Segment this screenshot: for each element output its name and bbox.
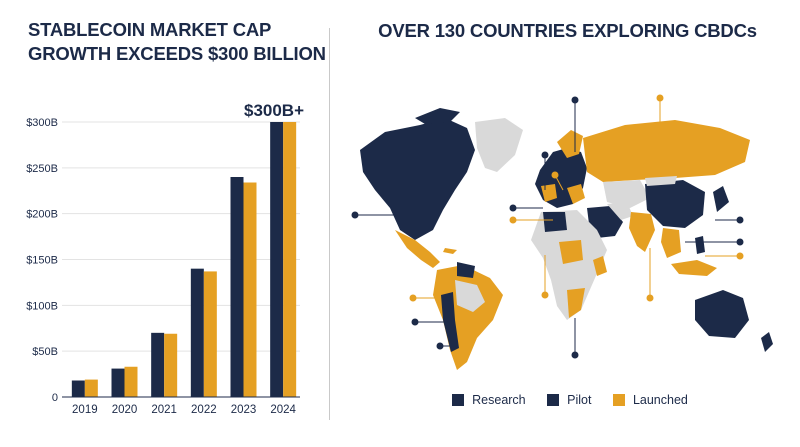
map-indonesia [671,260,717,276]
legend-swatch-pilot [547,394,560,406]
map-new-zealand [761,332,773,352]
bar-2024-series1 [270,122,284,397]
map-bolivia-region [455,280,485,312]
map-callouts [351,96,744,359]
map-china [645,180,705,228]
bar-2020-series2 [124,366,138,397]
bar-2022-series1 [190,268,204,397]
legend-item-research: Research [452,393,526,407]
map-iran [607,202,633,220]
legend-label-pilot: Pilot [567,393,592,407]
legend-label-research: Research [472,393,526,407]
map-scandinavia [557,130,583,158]
map-philippines [695,236,705,254]
stablecoin-bar-chart: 0$50B$100B$150B$200B$250B$300B 2019 2020 2… [26,101,304,416]
map-colombia [457,262,475,278]
map-southeast-asia [661,228,681,258]
chart-title-line2: GROWTH EXCEEDS $300 BILLION [28,43,326,64]
map-title: OVER 130 COUNTRIES EXPLORING CBDCs [378,20,757,41]
grid-lines [62,121,300,352]
map-legend: Research Pilot Launched [0,393,800,409]
bar-2019-series1 [71,380,85,397]
bar-2021-series1 [151,332,165,397]
y-axis-ticks: 0 $50B $100B $150B $200B $250B $300B [26,117,58,404]
map-central-america [395,230,440,268]
x-tick-label: 2023 [231,404,257,416]
y-tick-label: $250B [26,163,58,175]
map-japan [713,186,729,212]
y-tick-label: $50B [32,346,58,358]
world-map-svg [351,94,773,370]
bar-2020-series1 [111,368,125,397]
map-southern-africa [567,288,585,318]
bar-2024-series2 [283,122,297,397]
map-peru-chile [441,292,459,352]
map-australia [695,290,749,338]
x-tick-label: 2021 [151,404,177,416]
map-north-africa [543,212,567,232]
y-tick-label: $200B [26,209,58,221]
legend-label-launched: Launched [632,393,688,407]
x-tick-label: 2022 [191,404,217,416]
x-tick-label: 2020 [112,404,138,416]
map-central-africa [559,240,583,264]
bar-2023-series1 [230,177,244,397]
y-tick-label: $100B [26,300,58,312]
bar-2023-series2 [243,182,257,397]
chart-title: STABLECOIN MARKET CAP GROWTH EXCEEDS $30… [28,18,326,66]
legend-swatch-research [452,394,465,406]
panel-divider [329,28,330,420]
chart-title-line1: STABLECOIN MARKET CAP [28,19,272,40]
map-balkans [567,184,585,204]
map-central-asia [603,180,650,208]
cbdc-world-map [345,80,790,380]
map-africa [531,210,607,320]
x-tick-label: 2019 [72,404,98,416]
map-east-africa [593,256,607,276]
y-tick-label: $150B [26,255,58,267]
map-arctic-islands [415,108,460,124]
map-russia [583,120,750,182]
map-greenland [475,118,523,172]
bar-2021-series2 [164,333,178,397]
x-axis-ticks: 2019 2020 2021 2022 2023 2024 [72,404,297,416]
legend-item-launched: Launched [612,393,688,407]
y-tick-label: $300B [26,117,58,129]
legend-item-pilot: Pilot [547,393,591,407]
map-india [629,212,655,252]
bars [71,122,297,397]
map-caribbean [443,248,457,254]
map-callouts-launched [409,94,744,302]
map-mongolia [645,176,677,186]
map-north-america [360,118,475,240]
legend-swatch-launched [612,394,625,406]
callout-label: $300B+ [244,101,304,120]
y-tick-label: 0 [52,392,58,404]
bar-2022-series2 [203,271,217,397]
x-tick-label: 2024 [270,404,296,416]
bar-2019-series2 [84,379,98,397]
